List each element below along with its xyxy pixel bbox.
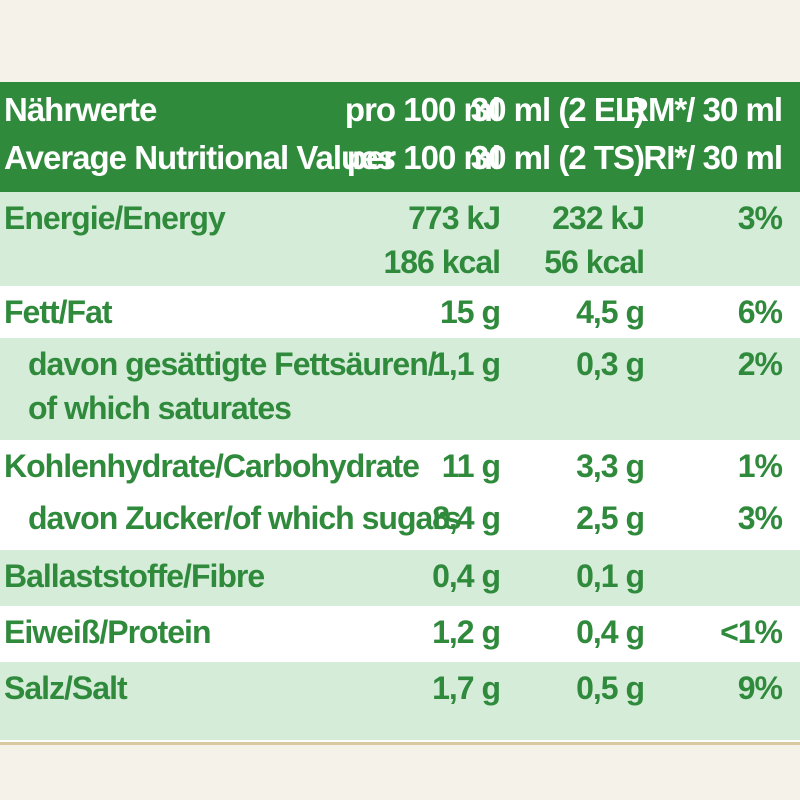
value-reference-intake: 6% (737, 294, 783, 330)
header-ri-en: RI*/ 30 ml (643, 139, 783, 176)
header-portion-en: 30 ml (2 TS) (470, 139, 645, 176)
nutrition-label: Nährwerte Average Nutritional Values pro… (0, 82, 800, 745)
value-per-100ml: 1,7 g (432, 670, 501, 706)
table-row-protein: Eiweiß/Protein 1,2 g 0,4 g <1% (0, 606, 800, 662)
value-reference-intake: 3% (737, 200, 783, 236)
table-row-energy: Energie/Energy 773 kJ 186 kcal 232 kJ 56… (0, 192, 800, 286)
value-reference-intake: 2% (737, 346, 783, 382)
value-per-portion: 4,5 g (576, 294, 645, 330)
value-per-portion: 0,5 g (576, 670, 645, 706)
value-per-portion: 3,3 g (576, 448, 645, 484)
header-title-de: Nährwerte (4, 91, 157, 128)
value-reference-intake: 3% (737, 500, 783, 536)
header-title-en: Average Nutritional Values (4, 139, 396, 176)
nutrient-name: Energie/Energy (4, 200, 226, 236)
value-reference-intake: 9% (737, 670, 783, 706)
value-per-portion: 232 kJ (552, 200, 645, 236)
value-per-portion: 2,5 g (576, 500, 645, 536)
table-row-carbohydrate: Kohlenhydrate/Carbohydrate 11 g 3,3 g 1% (0, 440, 800, 492)
value-per-100ml-kcal: 186 kcal (383, 244, 501, 280)
table-row-sugars: davon Zucker/of which sugars 8,4 g 2,5 g… (0, 492, 800, 550)
header-per100-de: pro 100 ml (344, 91, 501, 128)
value-per-portion-kcal: 56 kcal (544, 244, 645, 280)
table-row-fibre: Ballaststoffe/Fibre 0,4 g 0,1 g (0, 550, 800, 606)
header-portion-de: 30 ml (2 EL) (470, 91, 645, 128)
value-reference-intake: <1% (720, 614, 783, 650)
table-row-fat: Fett/Fat 15 g 4,5 g 6% (0, 286, 800, 338)
value-per-portion: 0,1 g (576, 558, 645, 594)
value-per-100ml: 1,1 g (432, 346, 501, 382)
value-per-100ml: 11 g (441, 448, 501, 484)
value-reference-intake: 1% (737, 448, 783, 484)
value-per-100ml: 0,4 g (432, 558, 501, 594)
nutrient-name: Salz/Salt (4, 670, 128, 706)
value-per-portion: 0,4 g (576, 614, 645, 650)
nutrient-name: Fett/Fat (4, 294, 113, 330)
nutrient-name: davon Zucker/of which sugars (28, 500, 462, 536)
value-per-100ml: 15 g (439, 294, 501, 330)
nutrition-table-header: Nährwerte Average Nutritional Values pro… (0, 82, 800, 192)
nutrient-name-line2: of which saturates (28, 390, 292, 426)
nutrient-name: Kohlenhydrate/Carbohydrate (4, 448, 420, 484)
value-per-100ml: 773 kJ (408, 200, 501, 236)
table-row-salt: Salz/Salt 1,7 g 0,5 g 9% (0, 662, 800, 740)
nutrient-name: Ballaststoffe/Fibre (4, 558, 265, 594)
nutrient-name: davon gesättigte Fettsäuren/ (28, 346, 437, 382)
header-ri-de: RM*/ 30 ml (625, 91, 783, 128)
value-per-portion: 0,3 g (576, 346, 645, 382)
table-row-saturates: davon gesättigte Fettsäuren/ of which sa… (0, 338, 800, 440)
value-per-100ml: 1,2 g (432, 614, 501, 650)
value-per-100ml: 8,4 g (432, 500, 501, 536)
nutrient-name: Eiweiß/Protein (4, 614, 211, 650)
header-per100-en: per 100 ml (346, 139, 501, 176)
